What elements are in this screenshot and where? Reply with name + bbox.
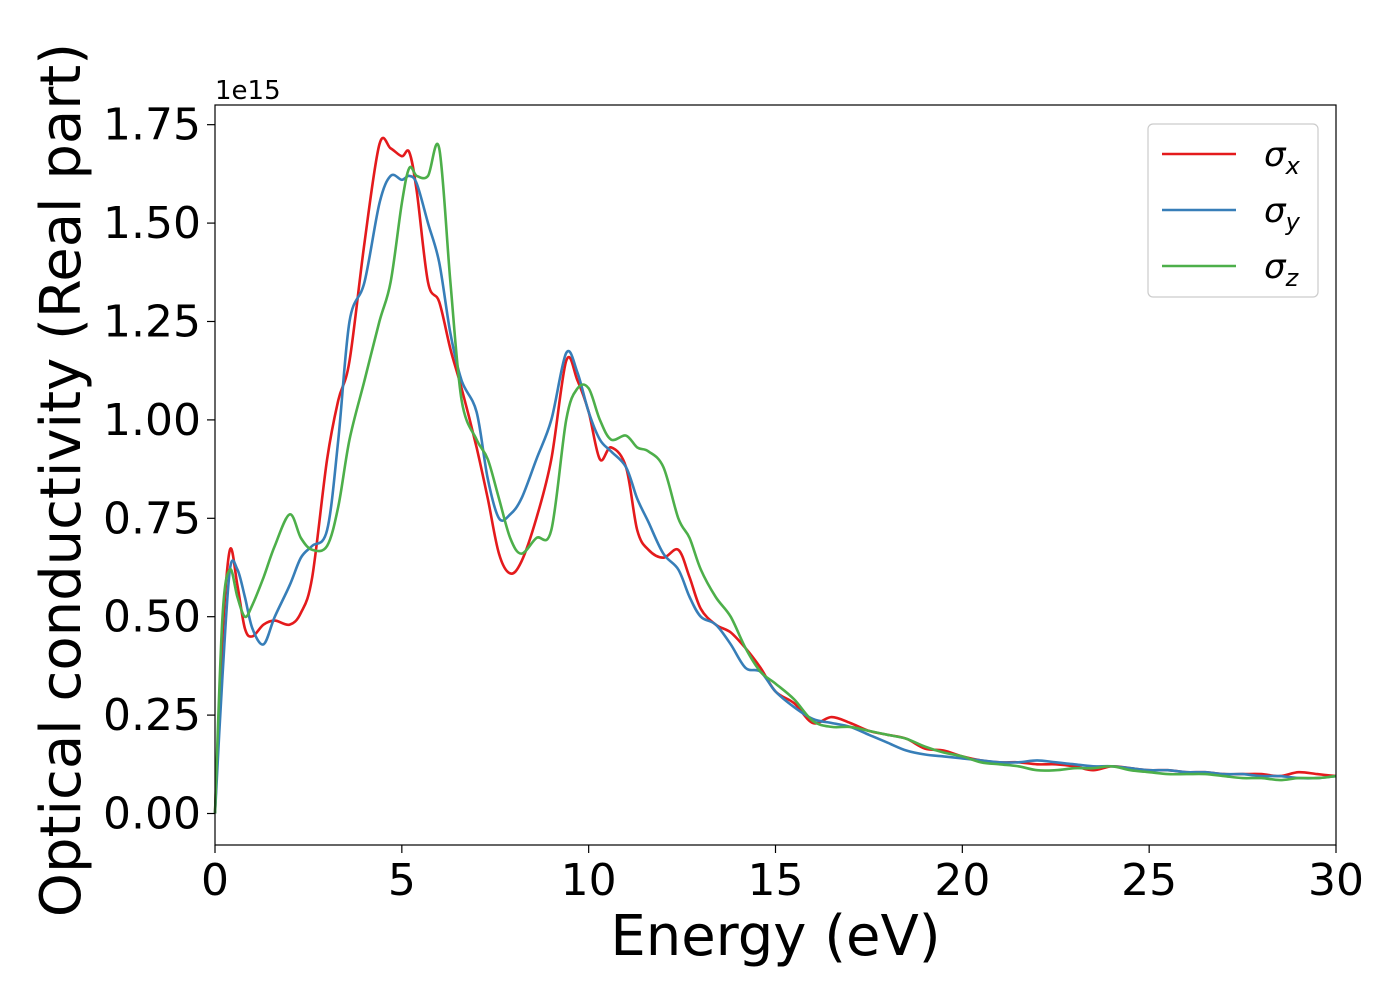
x-tick-label: 25	[1121, 855, 1177, 906]
x-axis: 0 5 10 15 20 25 30	[201, 845, 1364, 906]
x-tick-label: 30	[1308, 855, 1364, 906]
legend-label-z: σz	[1264, 247, 1300, 292]
x-tick-label: 20	[934, 855, 990, 906]
x-tick-label: 15	[748, 855, 804, 906]
y-tick-label: 0.75	[103, 493, 201, 544]
legend: σx σy σz	[1147, 123, 1319, 298]
legend-label-x: σx	[1264, 135, 1301, 180]
y-tick-label: 0.00	[103, 789, 201, 840]
y-tick-label: 1.00	[103, 395, 201, 446]
x-tick-label: 10	[561, 855, 617, 906]
plot-lines	[213, 136, 1337, 814]
y-axis-label: Optical conductivity (Real part)	[29, 43, 94, 917]
y-axis-offset-label: 1e15	[215, 76, 281, 106]
x-axis-label: Energy (eV)	[610, 904, 940, 969]
legend-label-y: σy	[1264, 191, 1301, 236]
y-axis: 0.00 0.25 0.50 0.75 1.00 1.25 1.50 1.75	[103, 100, 215, 840]
y-tick-label: 0.25	[103, 690, 201, 741]
x-tick-label: 0	[201, 855, 229, 906]
x-tick-label: 5	[388, 855, 416, 906]
y-tick-label: 0.50	[103, 592, 201, 643]
y-tick-label: 1.25	[103, 296, 201, 347]
series-line-z	[213, 142, 1337, 814]
series-line-x	[213, 136, 1337, 814]
y-tick-label: 1.75	[103, 100, 201, 151]
series-line-y	[213, 173, 1337, 814]
y-tick-label: 1.50	[103, 198, 201, 249]
